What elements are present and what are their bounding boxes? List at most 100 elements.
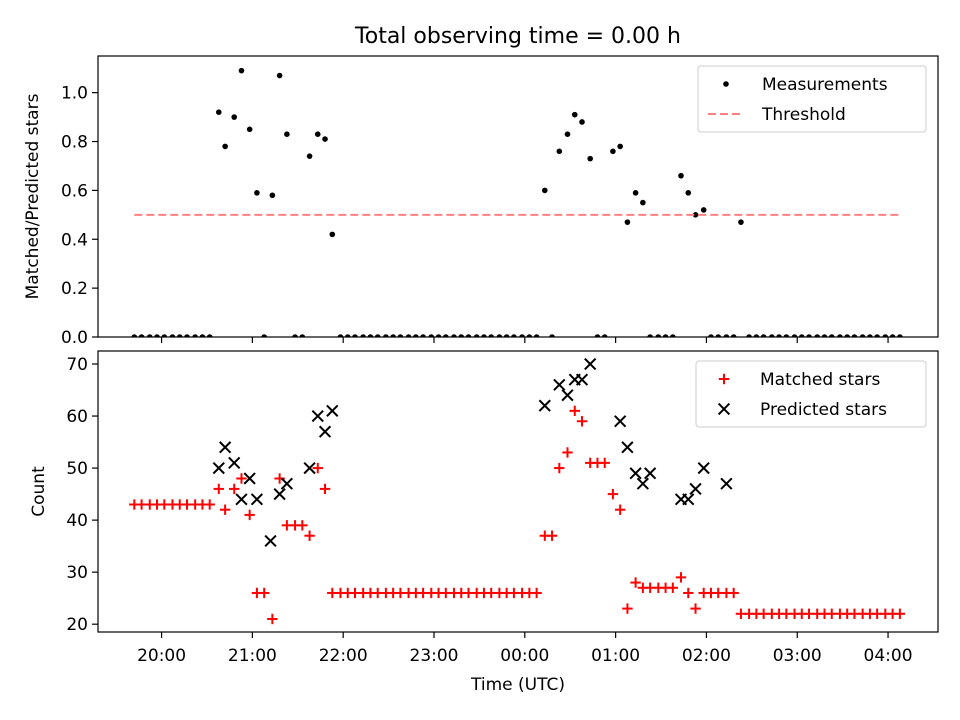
matched-stars-point [236,473,247,484]
measurements-point [206,334,213,337]
count-plot-frame [97,350,939,633]
measurements-point [428,334,435,337]
measurements-point [511,334,517,337]
measurements-point [700,207,707,213]
y-tick-label: 60 [66,407,88,427]
measurements-point [184,334,190,337]
y-tick-label: 30 [66,563,88,583]
measurements-point [526,334,533,337]
matched-stars-point [219,504,231,515]
measurements-point [601,334,608,337]
ratio-legend: Measurements Threshold [697,65,927,133]
matched-stars-point [531,587,542,599]
measurements-point [314,131,321,137]
measurements-point [199,334,206,337]
measurements-point [715,334,722,337]
y-tick-label: 0.6 [61,181,88,201]
ratio-panel: 0.0 0.2 0.4 0.6 0.8 1.0 Matched/Predicted sta… [23,55,939,348]
measurements-point [844,334,850,337]
ratio-plot-frame [97,55,939,338]
y-tick-label: 0.4 [61,230,88,250]
matched-stars-point [258,587,270,599]
measurements-point [587,155,593,162]
measurements-point [154,334,160,337]
matched-stars-point [607,488,619,500]
measurements-point [776,334,782,337]
x-tick-label: 23:00 [410,646,459,666]
legend-label-measurements: Measurements [762,75,888,95]
measurements-point [594,334,601,337]
legend-label-predicted-stars: Predicted stars [760,400,887,420]
measurements-point [299,334,306,337]
count-legend: Matched stars Predicted stars [695,360,927,428]
measurements-point [238,67,245,74]
measurements-point [284,131,290,137]
predicted-stars-point [575,373,589,386]
legend-label-threshold: Threshold [761,105,846,125]
measurements-point [760,334,767,337]
y-tick-label: 40 [66,511,88,531]
y-tick-label: 0.8 [61,133,88,153]
measurements-point [746,334,752,337]
measurements-point [344,334,351,337]
legend-swatch [717,402,731,416]
measurements-point [670,334,676,337]
measurements-point [640,199,646,206]
measurements-point [254,190,260,196]
predicted-stars-point [629,467,642,480]
measurements-point [874,334,880,337]
measurements-point [753,334,760,337]
y-tick-label: 0.0 [61,328,88,348]
predicted-stars-point [689,482,702,496]
figure-title: Total observing time = 0.00 h [354,24,681,49]
legend-label-matched-stars: Matched stars [760,370,880,390]
x-tick-label: 03:00 [773,646,822,666]
matched-stars-point [297,520,308,531]
measurements-point [624,219,631,225]
matched-stars-point [683,587,694,599]
measurements-point [246,126,253,133]
measurements-point [662,334,669,337]
measurements-point [176,334,183,337]
predicted-stars-point [584,357,597,371]
predicted-stars-point [326,404,339,417]
measurements-point [481,334,487,337]
measurements-point [867,334,873,337]
measurements-point [443,334,449,337]
measurements-point [533,334,540,337]
measurements-point [420,334,426,337]
predicted-stars-point [228,456,241,469]
x-tick-label: 04:00 [864,646,913,666]
y-tick-label: 0.2 [61,279,88,299]
measurements-point [192,334,198,337]
matched-stars-point [569,405,580,417]
measurements-point [541,187,548,194]
predicted-stars-point [553,378,566,391]
measurements-point [451,334,457,337]
y-tick-label: 70 [66,355,88,375]
x-tick-label: 00:00 [500,646,549,666]
measurements-point [231,114,238,120]
measurements-point [882,334,889,337]
measurements-point [337,334,344,337]
count-panel: 20 30 40 50 60 70 20:00 21:00 22:00 23:00 00:00 01… [29,350,939,695]
x-tick-label: 20:00 [137,646,186,666]
measurements-point [352,334,358,337]
measurements-point [738,219,744,225]
measurements-point [723,334,730,337]
measurements-point [791,334,798,337]
measurements-point [828,334,835,337]
measurements-point [851,334,858,337]
measurements-point [215,109,222,115]
measurements-point [435,334,442,337]
x-tick-label: 02:00 [682,646,731,666]
measurements-point [610,148,616,155]
predicted-stars-point [720,477,733,490]
x-tick-label: 22:00 [319,646,368,666]
measurements-point [806,334,812,337]
measurements-point [138,334,145,337]
measurements-point [769,334,775,337]
measurements-point [222,143,228,150]
matched-stars-point [576,416,588,427]
